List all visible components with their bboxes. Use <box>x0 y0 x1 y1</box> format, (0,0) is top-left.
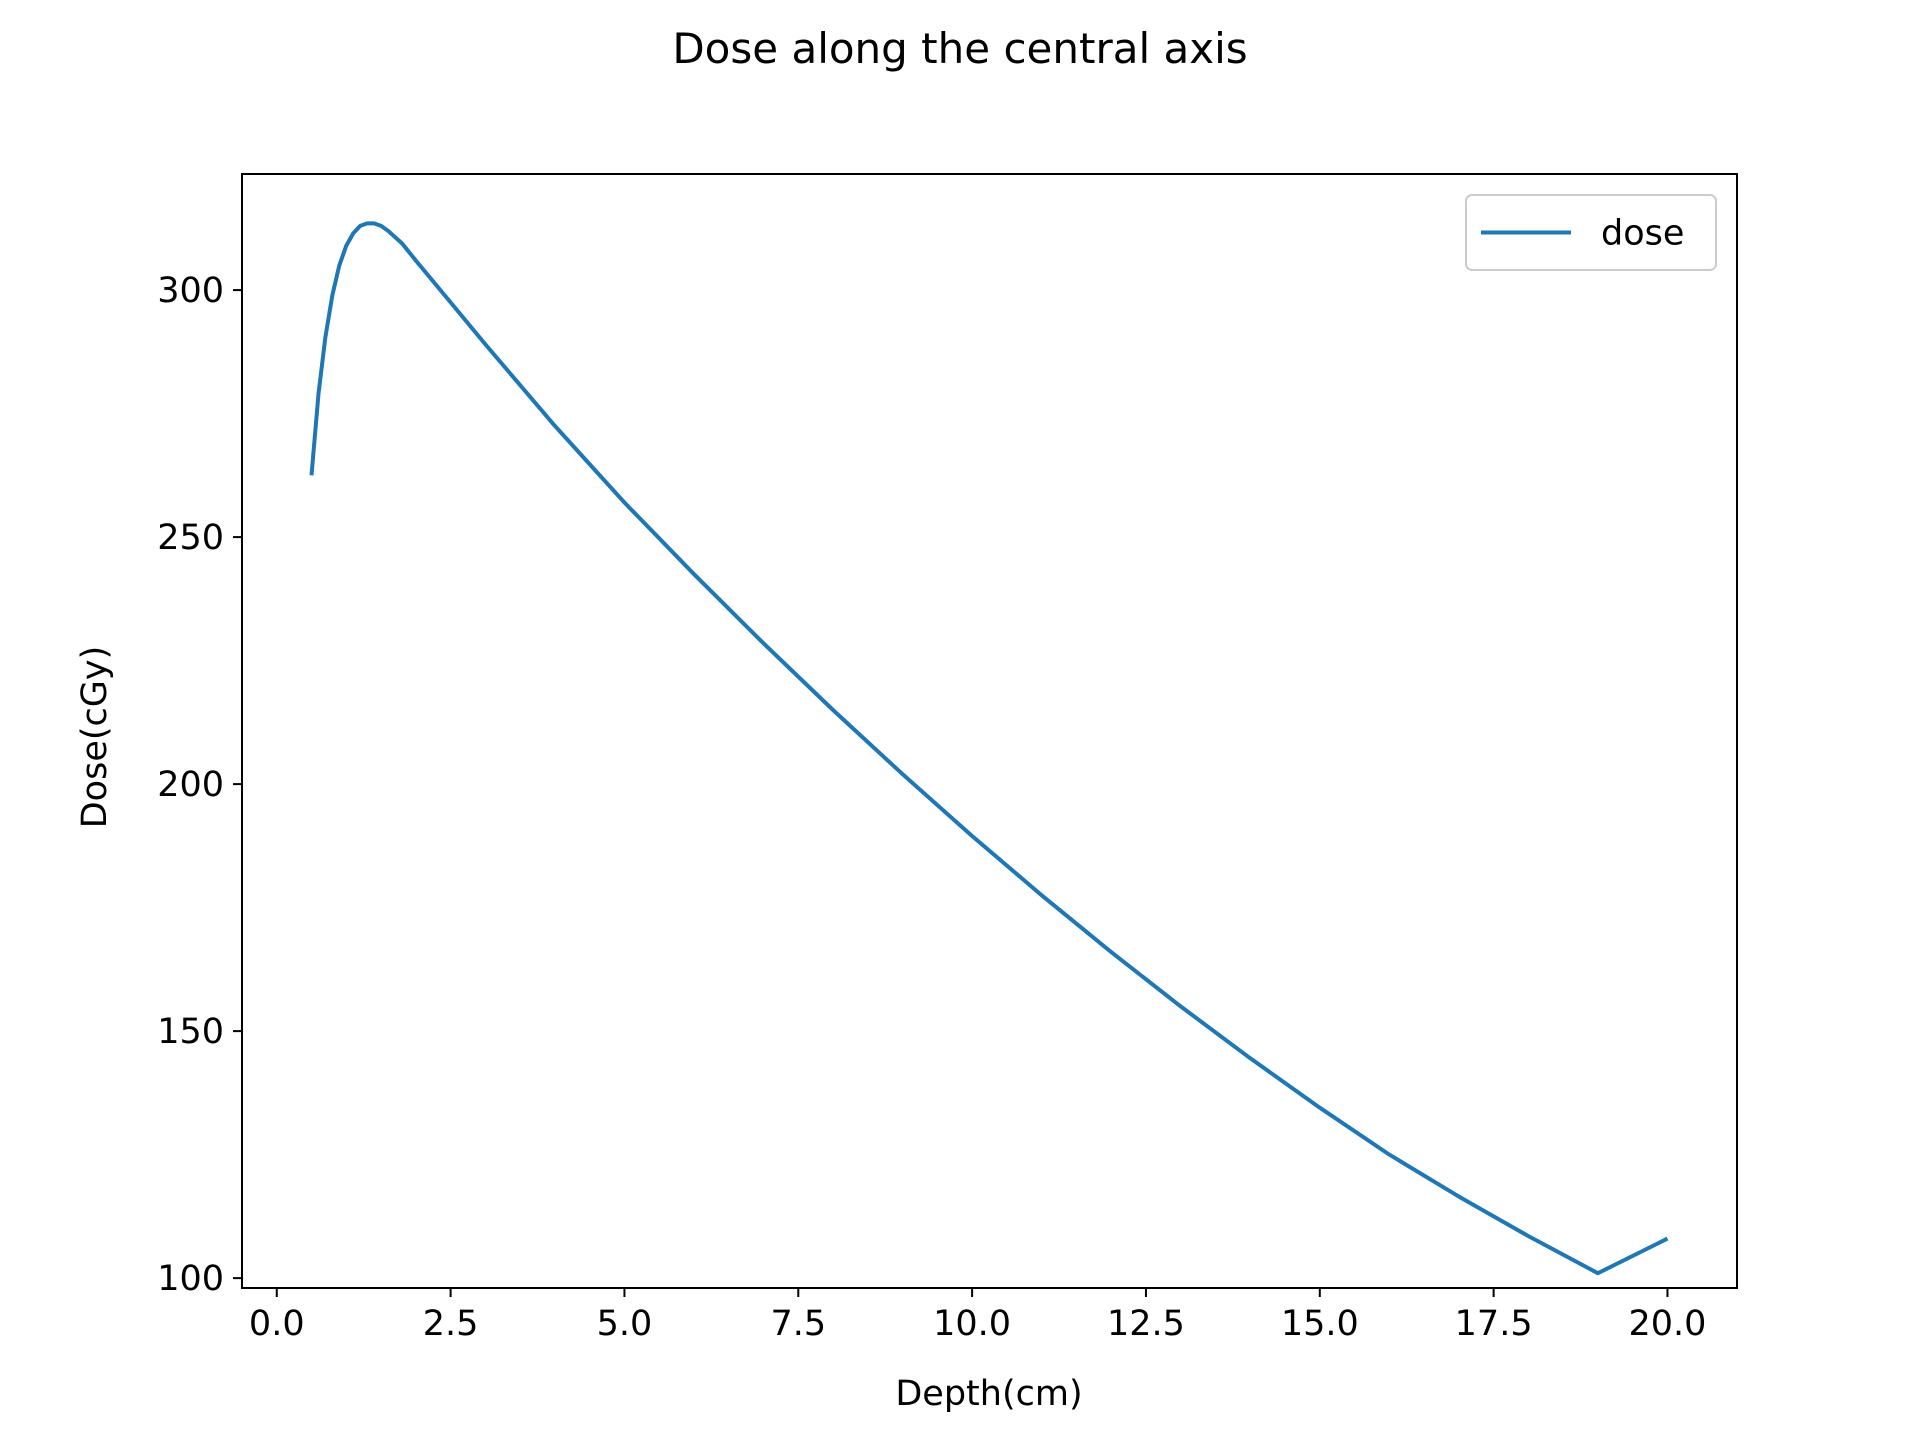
legend-label: dose <box>1601 214 1684 254</box>
x-tick-label: 12.5 <box>1107 1304 1185 1344</box>
series-line-dose <box>309 221 1669 1276</box>
x-tick-label: 10.0 <box>933 1304 1011 1344</box>
chart-title: Dose along the central axis <box>672 24 1247 73</box>
x-tick-label: 20.0 <box>1628 1304 1706 1344</box>
plot-frame <box>241 173 1738 1289</box>
x-tick-label: 2.5 <box>423 1304 479 1344</box>
x-axis-label: Depth(cm) <box>895 1374 1082 1414</box>
y-tick-label: 300 <box>157 271 224 311</box>
y-axis: 100 150 200 250 300 <box>157 271 242 1299</box>
y-tick-label: 150 <box>157 1012 224 1052</box>
y-axis-label: Dose(cGy) <box>75 646 115 829</box>
y-tick-label: 200 <box>157 765 224 805</box>
legend-box <box>1465 194 1717 271</box>
x-tick-label: 17.5 <box>1455 1304 1533 1344</box>
series-layer <box>309 221 1669 1276</box>
x-axis: 0.0 2.5 5.0 7.5 10.0 12.5 15.0 17.5 20.0 <box>249 1288 1706 1344</box>
y-tick-label: 100 <box>157 1259 224 1299</box>
x-tick-label: 7.5 <box>770 1304 826 1344</box>
legend: dose <box>1465 194 1717 271</box>
x-tick-label: 15.0 <box>1281 1304 1359 1344</box>
y-tick-label: 250 <box>157 518 224 558</box>
x-tick-label: 0.0 <box>249 1304 305 1344</box>
x-tick-label: 5.0 <box>597 1304 653 1344</box>
